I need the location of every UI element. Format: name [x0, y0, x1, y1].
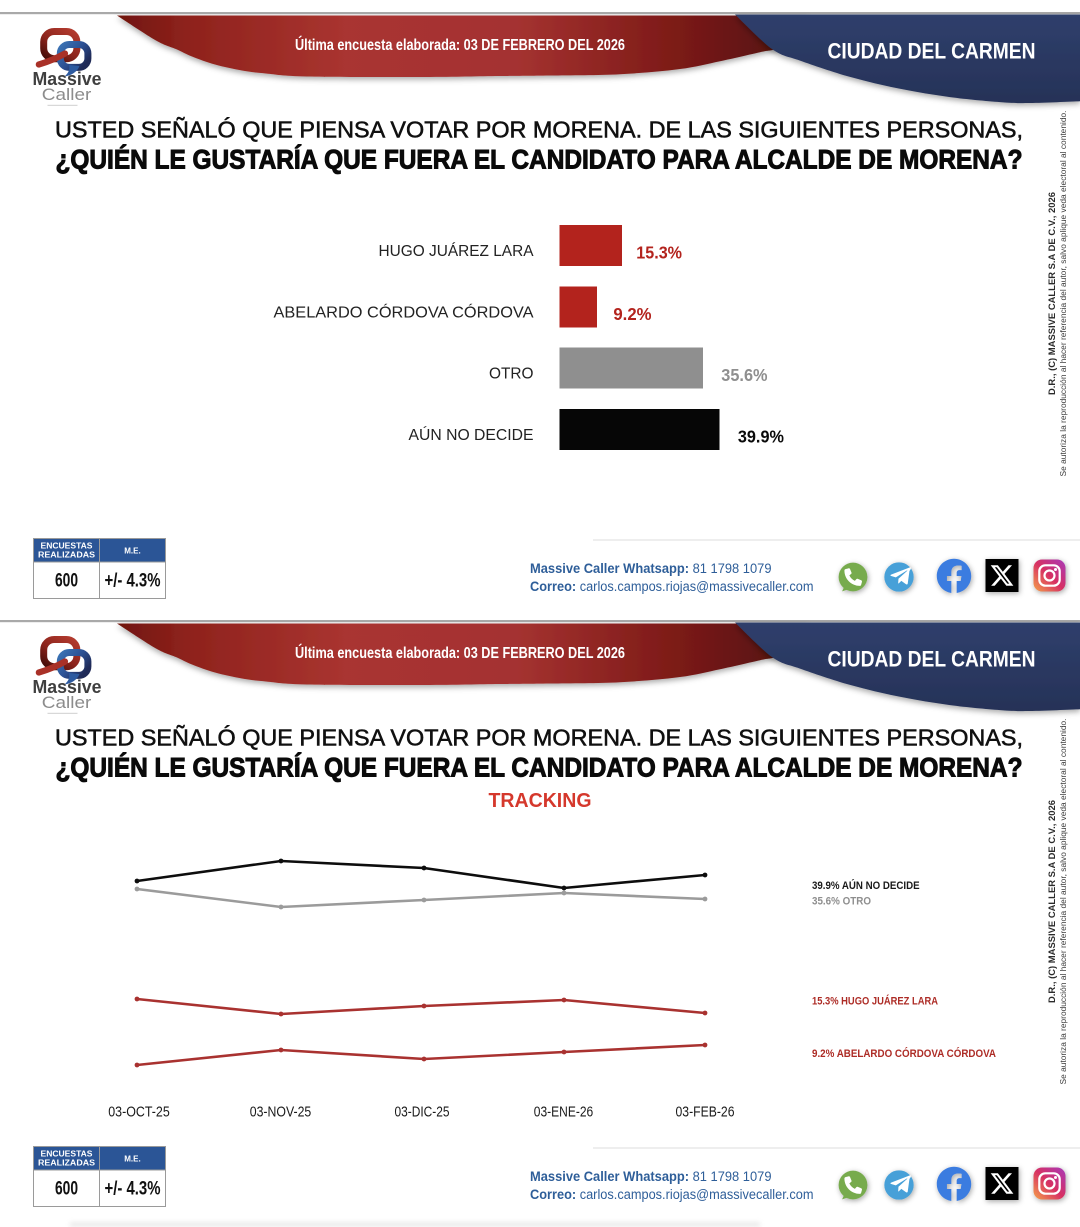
svg-text:ABELARDO CÓRDOVA CÓRDOVA: ABELARDO CÓRDOVA CÓRDOVA [274, 303, 534, 322]
svg-text:AÚN NO DECIDE: AÚN NO DECIDE [409, 425, 534, 444]
svg-text:03-FEB-26: 03-FEB-26 [676, 1104, 735, 1120]
svg-text:TRACKING: TRACKING [489, 789, 592, 812]
svg-text:Última encuesta elaborada: 03: Última encuesta elaborada: 03 DE FEBRERO… [295, 642, 625, 661]
svg-text:+/- 4.3%: +/- 4.3% [105, 570, 161, 591]
svg-text:03-ENE-26: 03-ENE-26 [534, 1104, 594, 1120]
svg-text:35.6%: 35.6% [721, 365, 768, 385]
svg-text:03-DIC-25: 03-DIC-25 [395, 1104, 450, 1120]
svg-text:ENCUESTAS: ENCUESTAS [41, 541, 94, 550]
svg-text:600: 600 [55, 1178, 78, 1199]
svg-text:Se autoriza la reproducción al: Se autoriza la reproducción al hacer ref… [1058, 718, 1068, 1084]
svg-text:Massive Caller Whatsapp: 81 17: Massive Caller Whatsapp: 81 1798 1079 [530, 561, 772, 576]
svg-text:Correo: carlos.campos.riojas@m: Correo: carlos.campos.riojas@massivecall… [530, 579, 814, 594]
svg-text:35.6% OTRO: 35.6% OTRO [812, 896, 871, 908]
svg-text:03-OCT-25: 03-OCT-25 [108, 1104, 170, 1120]
svg-text:03-NOV-25: 03-NOV-25 [250, 1104, 312, 1120]
svg-text:ENCUESTAS: ENCUESTAS [41, 1149, 94, 1158]
svg-text:REALIZADAS: REALIZADAS [38, 1158, 96, 1167]
svg-text:Correo: carlos.campos.riojas@m: Correo: carlos.campos.riojas@massivecall… [530, 1187, 814, 1202]
svg-text:39.9%: 39.9% [738, 426, 784, 446]
svg-text:USTED SEÑALÓ QUE PIENSA VOTAR: USTED SEÑALÓ QUE PIENSA VOTAR POR MORENA… [55, 116, 1023, 142]
svg-text:CIUDAD DEL CARMEN: CIUDAD DEL CARMEN [828, 646, 1036, 671]
svg-text:D.R., (C) MASSIVE CALLER S.A D: D.R., (C) MASSIVE CALLER S.A DE C.V., 20… [1047, 192, 1057, 395]
svg-text:39.9% AÚN NO DECIDE: 39.9% AÚN NO DECIDE [812, 879, 920, 892]
svg-text:USTED SEÑALÓ QUE PIENSA VOTAR: USTED SEÑALÓ QUE PIENSA VOTAR POR MORENA… [55, 724, 1023, 750]
svg-text:OTRO: OTRO [489, 365, 534, 382]
svg-text:9.2% ABELARDO CÓRDOVA CÓRDOVA: 9.2% ABELARDO CÓRDOVA CÓRDOVA [812, 1047, 996, 1060]
svg-text:CIUDAD DEL CARMEN: CIUDAD DEL CARMEN [828, 38, 1036, 63]
svg-text:¿QUIÉN LE GUSTARÍA QUE FUERA E: ¿QUIÉN LE GUSTARÍA QUE FUERA EL CANDIDAT… [56, 143, 1023, 174]
svg-text:Massive Caller Whatsapp: 81 17: Massive Caller Whatsapp: 81 1798 1079 [530, 1169, 772, 1184]
svg-text:+/- 4.3%: +/- 4.3% [105, 1178, 161, 1199]
svg-text:Caller: Caller [42, 85, 92, 104]
svg-text:Massive: Massive [33, 676, 102, 697]
svg-text:REALIZADAS: REALIZADAS [38, 550, 96, 559]
svg-text:M.E.: M.E. [124, 546, 140, 555]
svg-text:Se autoriza la reproducción al: Se autoriza la reproducción al hacer ref… [1058, 110, 1068, 476]
svg-text:15.3%: 15.3% [636, 242, 682, 262]
svg-text:Caller: Caller [42, 693, 92, 712]
svg-text:D.R., (C) MASSIVE CALLER S.A D: D.R., (C) MASSIVE CALLER S.A DE C.V., 20… [1047, 800, 1057, 1003]
svg-text:M.E.: M.E. [124, 1154, 140, 1163]
svg-text:600: 600 [55, 570, 78, 591]
svg-text:HUGO JUÁREZ LARA: HUGO JUÁREZ LARA [379, 241, 534, 260]
svg-text:Última encuesta elaborada: 03: Última encuesta elaborada: 03 DE FEBRERO… [295, 34, 625, 53]
svg-text:Massive: Massive [33, 68, 102, 89]
svg-text:¿QUIÉN LE GUSTARÍA QUE FUERA E: ¿QUIÉN LE GUSTARÍA QUE FUERA EL CANDIDAT… [56, 751, 1023, 782]
svg-text:9.2%: 9.2% [613, 304, 652, 324]
svg-text:15.3% HUGO JUÁREZ LARA: 15.3% HUGO JUÁREZ LARA [812, 995, 938, 1008]
